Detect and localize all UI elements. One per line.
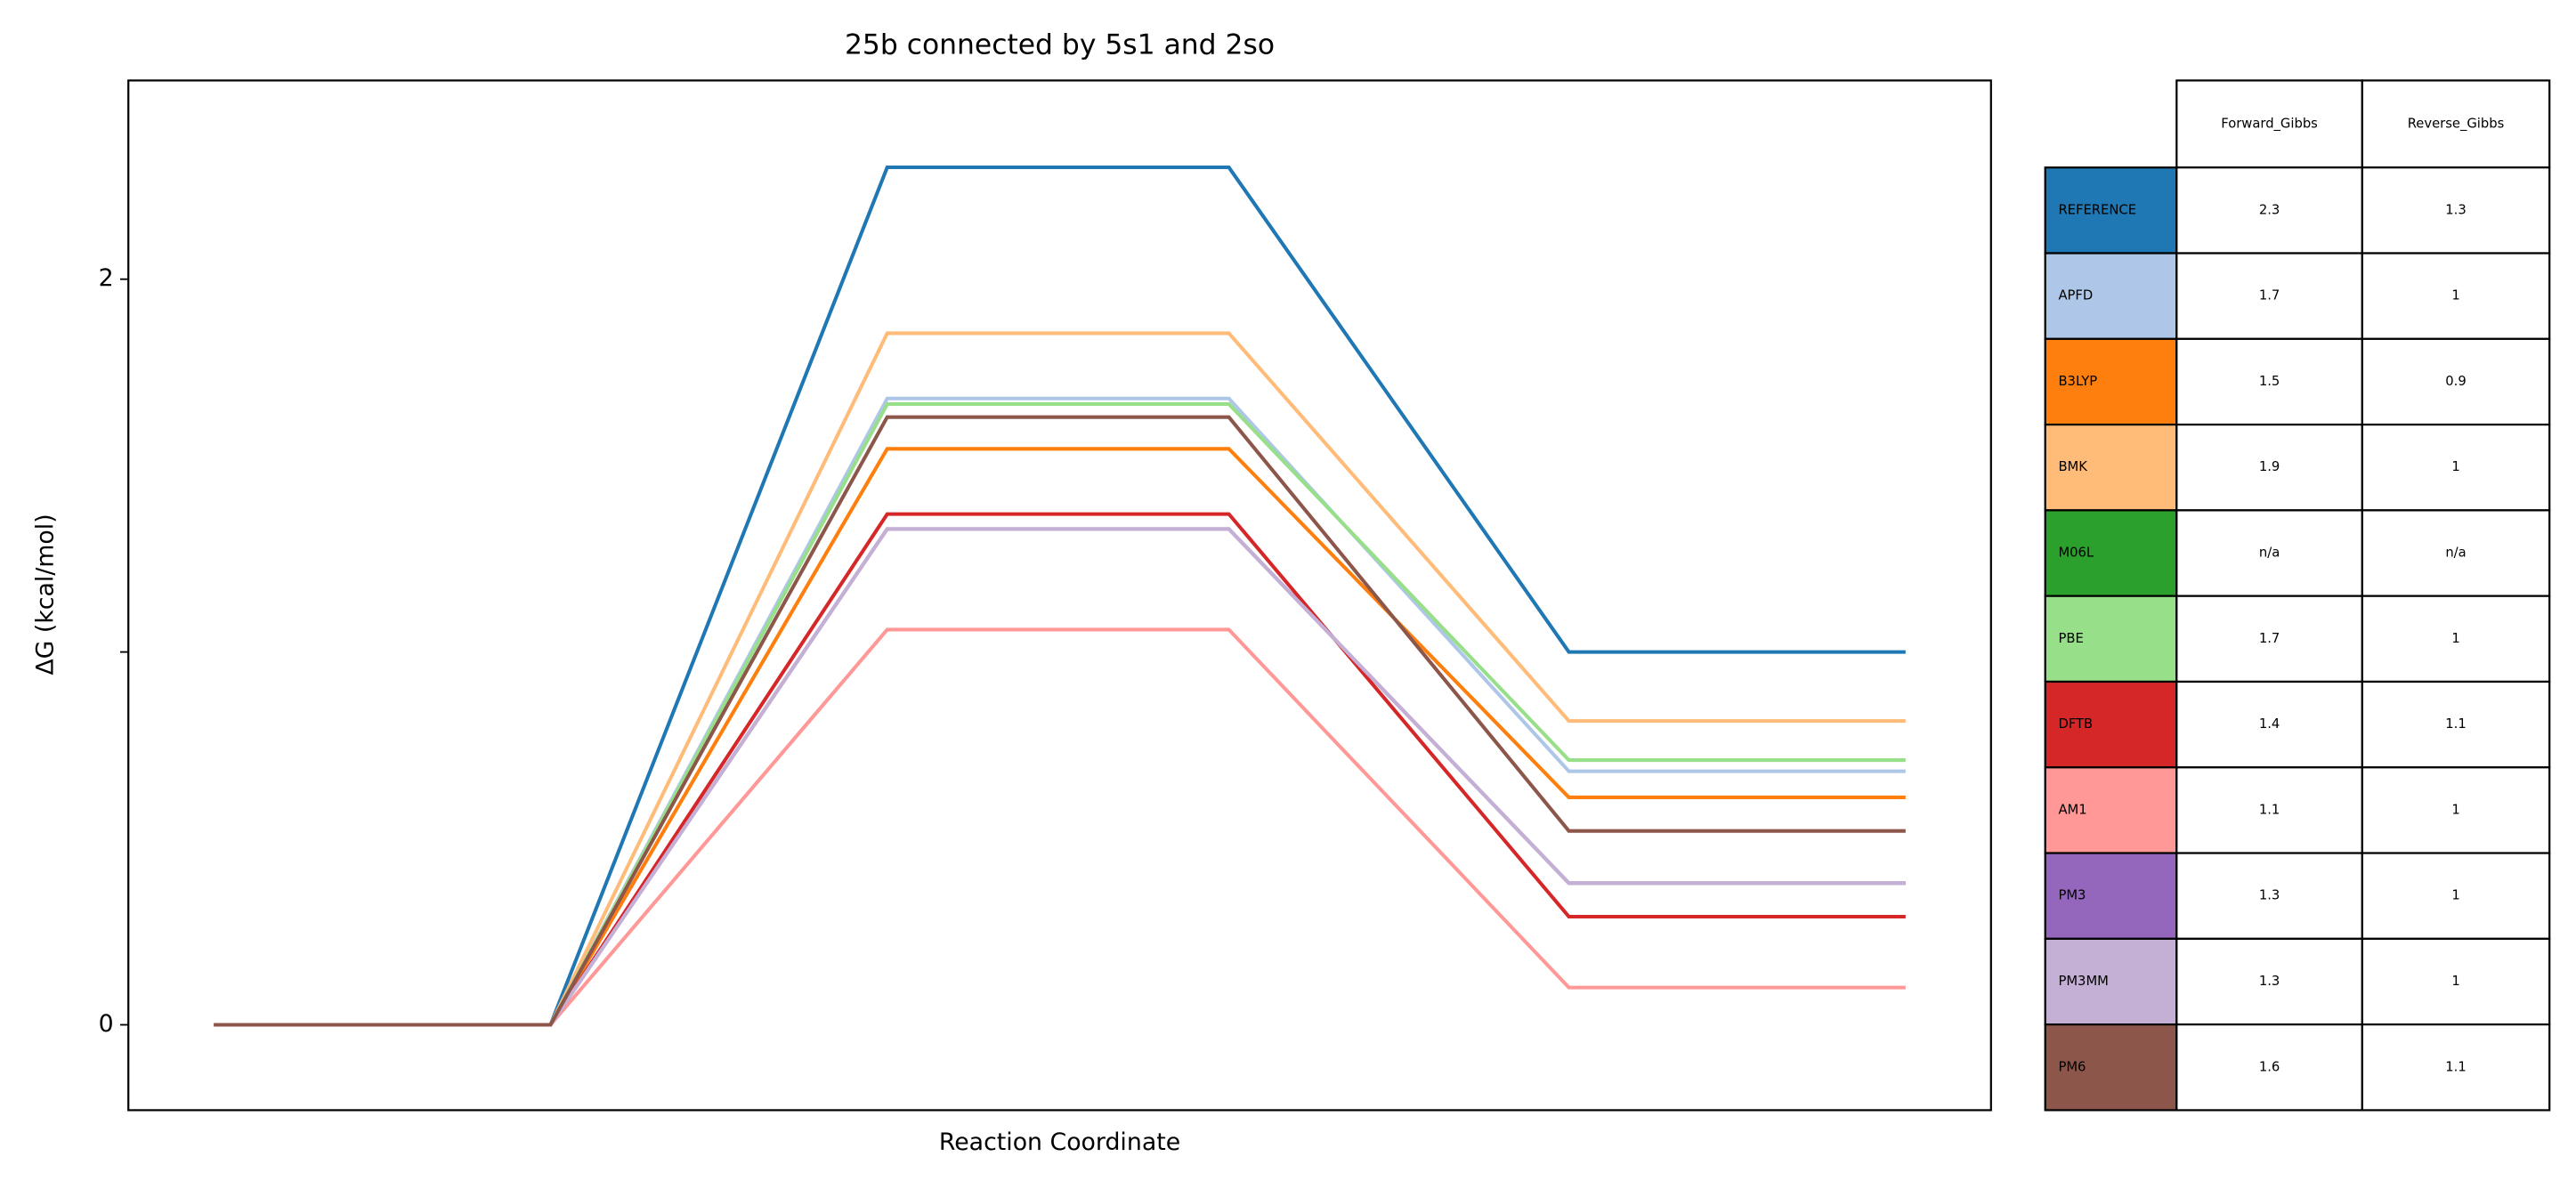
- table-cell: [2175, 337, 2363, 426]
- row-label: M06L: [2058, 546, 2094, 561]
- row-label-cell: [2044, 766, 2178, 854]
- row-label-cell: [2044, 937, 2178, 1026]
- y-tick-label: 2: [99, 264, 114, 292]
- row-label: DFTB: [2058, 716, 2093, 732]
- series-line: [214, 527, 1906, 1027]
- table-value: 1.3: [2445, 202, 2466, 217]
- table-value: n/a: [2445, 546, 2466, 561]
- chart-title: 25b connected by 5s1 and 2so: [845, 29, 1275, 61]
- table-value: 1: [2451, 974, 2459, 989]
- row-label-cell: [2044, 852, 2178, 940]
- series-line: [214, 401, 1906, 1027]
- row-label: PM6: [2058, 1059, 2086, 1074]
- table-value: 1.1: [2259, 802, 2280, 817]
- row-label-cell: [2044, 252, 2178, 340]
- table-value: 1: [2451, 631, 2459, 646]
- x-axis-label: Reaction Coordinate: [939, 1128, 1180, 1156]
- table-cell: [2361, 1023, 2551, 1112]
- series-line: [214, 447, 1906, 1027]
- row-label: AM1: [2058, 802, 2086, 817]
- table-value: 1.4: [2259, 716, 2280, 732]
- table-value: 1.7: [2259, 631, 2280, 646]
- row-label-cell: [2044, 509, 2178, 597]
- plot-frame: [127, 79, 1992, 1112]
- column-header: Reverse_Gibbs: [2408, 116, 2505, 131]
- table-value: 1: [2451, 802, 2459, 817]
- row-label-cell: [2044, 594, 2178, 683]
- series-line: [214, 396, 1906, 1027]
- table-value: 1.7: [2259, 288, 2280, 303]
- table-value: 1.3: [2259, 974, 2280, 989]
- table-value: 1.3: [2259, 888, 2280, 903]
- table-cell: [2175, 766, 2363, 854]
- table-cell: [2361, 937, 2551, 1026]
- series-line: [214, 165, 1906, 1027]
- table-value: 2.3: [2259, 202, 2280, 217]
- y-tick-label: 0: [99, 1010, 114, 1038]
- table-cell: [2361, 337, 2551, 426]
- row-label: PM3: [2058, 888, 2086, 903]
- table-cell: [2175, 594, 2363, 683]
- row-label: BMK: [2058, 459, 2087, 474]
- row-label: B3LYP: [2058, 374, 2097, 389]
- table-value: 1.1: [2445, 1059, 2466, 1074]
- row-label: APFD: [2058, 288, 2093, 303]
- table-cell: [2361, 166, 2551, 255]
- table-cell: [2175, 937, 2363, 1026]
- table-value: 1: [2451, 459, 2459, 474]
- table-value: 1.9: [2259, 459, 2280, 474]
- header-cell: [2361, 79, 2551, 169]
- series-line: [214, 415, 1906, 1027]
- series-line: [214, 527, 1906, 1027]
- table-cell: [2361, 766, 2551, 854]
- table-value: 0.9: [2445, 374, 2466, 389]
- column-header: Forward_Gibbs: [2221, 116, 2318, 131]
- series-line: [214, 627, 1906, 1027]
- table-value: 1.6: [2259, 1059, 2280, 1074]
- table-cell: [2361, 423, 2551, 512]
- series-line: [214, 331, 1906, 1027]
- table-value: 1.1: [2445, 716, 2466, 732]
- row-label: PBE: [2058, 631, 2083, 646]
- row-label: REFERENCE: [2058, 202, 2136, 217]
- table-cell: [2175, 1023, 2363, 1112]
- lines: [214, 165, 1906, 1027]
- row-label: PM3MM: [2058, 974, 2108, 989]
- y-axis-label: ΔG (kcal/mol): [31, 514, 59, 675]
- row-label-cell: [2044, 1023, 2178, 1112]
- row-label-cell: [2044, 337, 2178, 426]
- table-value: 1.5: [2259, 374, 2280, 389]
- table: Forward_Gibbs Reverse_Gibbs REFERENCE 2.3 1.…: [2044, 79, 2551, 1112]
- table-cell: [2175, 852, 2363, 940]
- series-line: [214, 512, 1906, 1027]
- table-cell: [2175, 423, 2363, 512]
- table-value: 1: [2451, 288, 2459, 303]
- table-cell: [2361, 252, 2551, 340]
- table-value: n/a: [2259, 546, 2280, 561]
- table-value: 1: [2451, 888, 2459, 903]
- table-cell: [2361, 852, 2551, 940]
